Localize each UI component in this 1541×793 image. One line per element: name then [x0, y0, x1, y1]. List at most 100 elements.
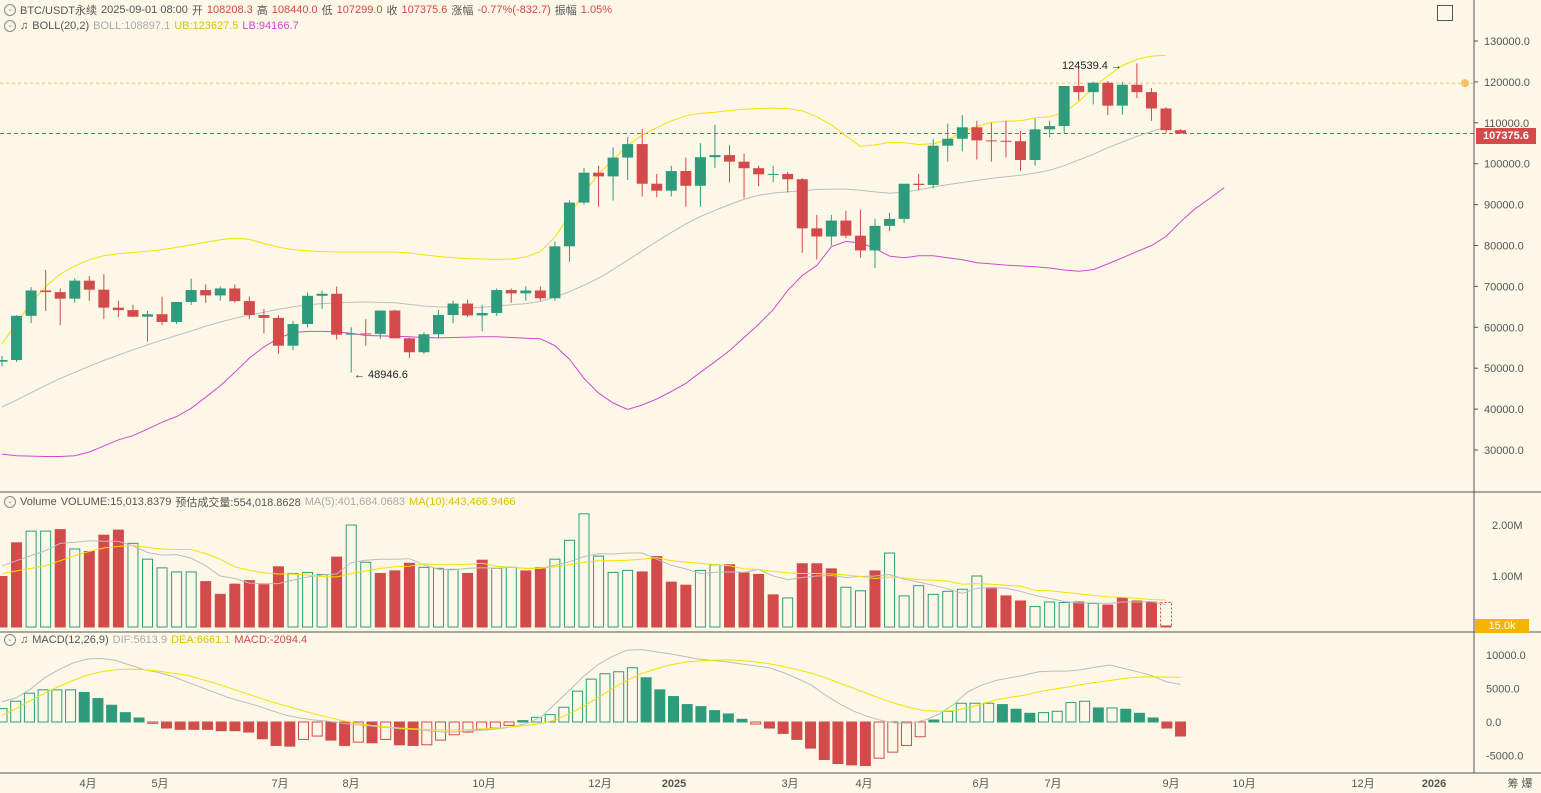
macd-bar	[393, 721, 405, 746]
macd-tick-label: 0.0	[1486, 717, 1501, 729]
candle-body	[287, 324, 299, 346]
macd-bar	[503, 721, 515, 726]
macd-bar	[421, 721, 433, 746]
candle-body	[1175, 130, 1187, 134]
candle	[505, 288, 517, 303]
volume-bar	[0, 576, 8, 628]
time-tick-label: 3月	[781, 778, 798, 790]
volume-ma5: MA(5):401,684.0683	[304, 496, 406, 508]
macd-bar	[928, 719, 940, 723]
candle-body	[622, 144, 634, 158]
candle-body	[200, 290, 212, 296]
symbol-label: BTC/USDT永续	[20, 5, 97, 17]
close-label: 收	[386, 5, 398, 17]
volume-bar	[476, 559, 488, 628]
change-label: 涨幅	[451, 5, 474, 17]
macd-dif: DIF:5613.9	[112, 634, 168, 646]
boll-legend: ⌄ ♫ BOLL(20,2) BOLL:108897.1 UB:123627.5…	[4, 20, 299, 32]
candle	[753, 165, 765, 187]
candle	[709, 124, 721, 168]
macd-dif-line	[1, 649, 1181, 733]
volume-bar	[811, 563, 823, 628]
macd-bar	[996, 704, 1008, 723]
candle	[1116, 81, 1128, 115]
macd-bar	[777, 721, 789, 734]
volume-bar	[869, 570, 881, 628]
volume-bar	[54, 529, 66, 628]
candle	[680, 157, 692, 207]
time-tick-label: 5月	[151, 778, 168, 790]
fullscreen-icon[interactable]	[1437, 5, 1453, 21]
macd-bar	[78, 692, 90, 723]
candle	[1029, 118, 1041, 166]
macd-bar	[51, 689, 63, 723]
candle	[112, 300, 124, 318]
price-tick-label: 50000.0	[1484, 363, 1524, 375]
volume-bar	[83, 551, 95, 628]
candle-body	[1131, 84, 1143, 93]
volume-bar	[563, 539, 575, 628]
candle-body	[40, 290, 52, 293]
macd-bar	[695, 706, 707, 723]
macd-bar	[188, 721, 200, 730]
macd-bar	[955, 702, 967, 723]
candle	[665, 165, 677, 197]
candle-body	[1029, 129, 1041, 161]
candle-body	[680, 171, 692, 186]
low-marker: ← 48946.6	[354, 369, 408, 381]
bell-icon[interactable]: ♫	[20, 634, 29, 646]
candle	[287, 321, 299, 351]
time-tick-label: 2026	[1422, 778, 1446, 790]
volume-bar	[680, 584, 692, 628]
candle	[694, 143, 706, 207]
candle	[811, 214, 823, 260]
macd-bar	[65, 689, 77, 723]
macd-tick-label: 5000.0	[1486, 684, 1520, 696]
volume-bar	[243, 580, 255, 628]
macd-bar	[914, 721, 926, 738]
candle-body	[782, 173, 794, 180]
volume-ma10-line	[1, 544, 1167, 601]
macd-bar	[92, 698, 104, 723]
boll-mid-line	[1, 126, 1167, 408]
macd-bar	[763, 721, 775, 729]
macd-bar	[352, 721, 364, 743]
macd-bar	[160, 721, 172, 729]
collapse-icon[interactable]: ⌄	[4, 496, 16, 508]
bell-icon[interactable]: ♫	[20, 20, 29, 32]
candle-body	[854, 235, 866, 251]
volume-bar	[956, 588, 968, 628]
collapse-icon[interactable]: ⌄	[4, 4, 16, 16]
volume-bar	[69, 548, 81, 628]
candle	[971, 120, 983, 160]
collapse-icon[interactable]: ⌄	[4, 20, 16, 32]
volume-bar	[1160, 625, 1172, 628]
candle-body	[927, 145, 939, 185]
volume-bar	[447, 568, 459, 628]
close-value: 107375.6	[401, 4, 448, 16]
volume-bar	[825, 568, 837, 628]
macd-bar	[339, 721, 351, 746]
candle-body	[694, 157, 706, 186]
collapse-icon[interactable]: ⌄	[4, 634, 16, 646]
candle	[869, 218, 881, 268]
volume-bar	[127, 542, 139, 628]
candle-body	[1073, 85, 1085, 93]
time-tick-label: 8月	[342, 778, 359, 790]
high-label: 高	[256, 5, 268, 17]
macd-bar	[1175, 721, 1187, 737]
macd-bar	[681, 704, 693, 723]
candle-body	[462, 303, 474, 316]
candle	[578, 167, 590, 205]
candle	[389, 309, 401, 339]
volume-bar	[767, 594, 779, 628]
macd-bar	[530, 716, 542, 723]
candle	[913, 173, 925, 191]
candle	[636, 128, 648, 197]
candle	[374, 310, 386, 339]
volume-bar	[1015, 600, 1026, 628]
volume-bar	[1116, 597, 1128, 628]
macd-bar	[832, 721, 844, 765]
volume-bar	[694, 569, 706, 628]
